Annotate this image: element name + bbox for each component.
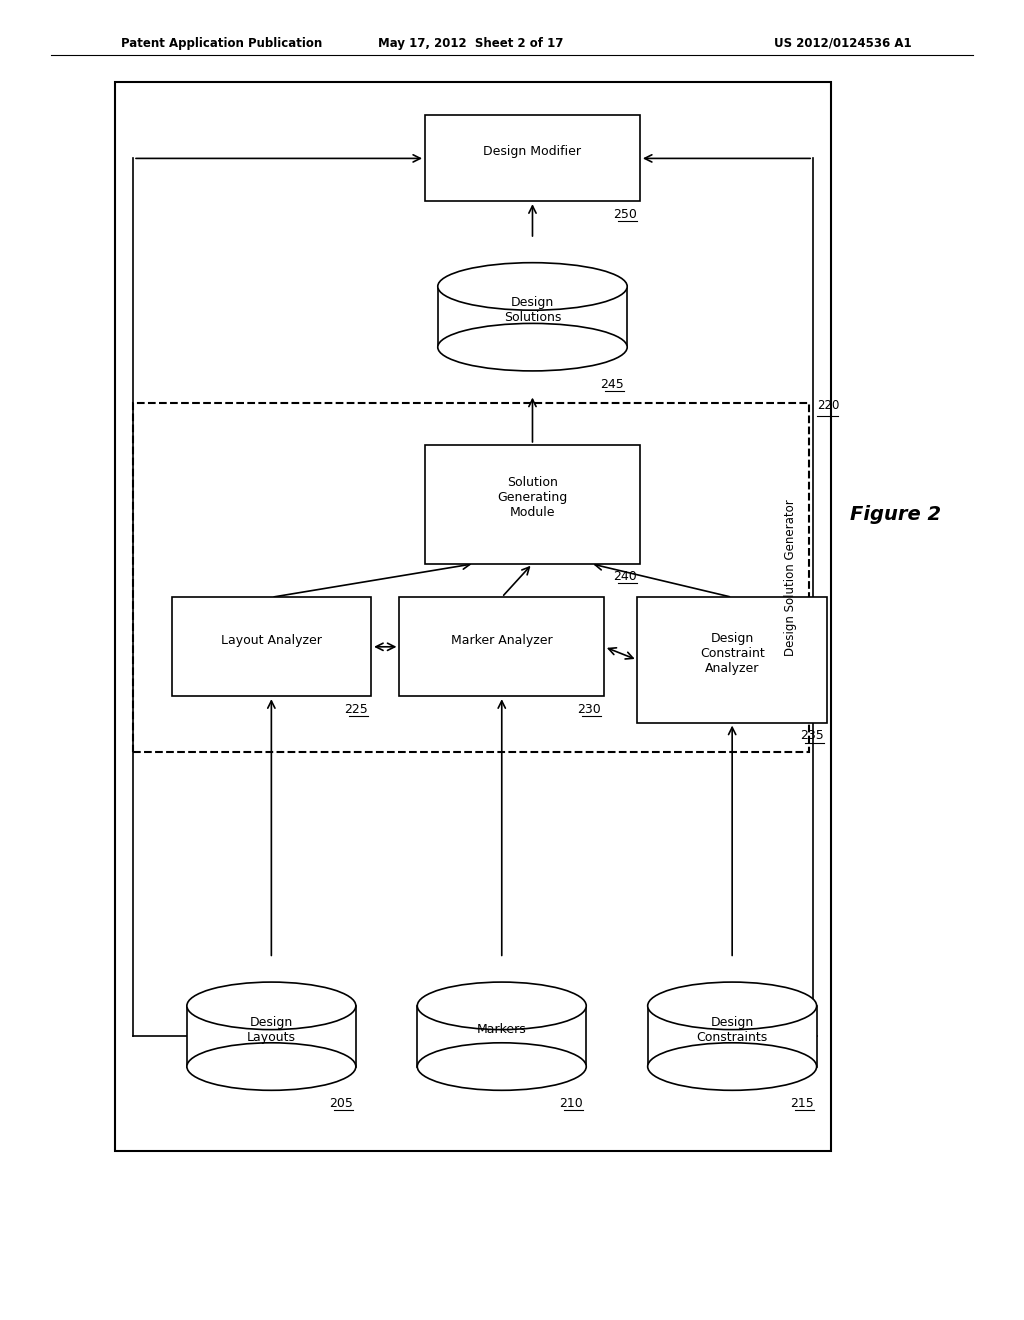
Text: 205: 205 — [329, 1097, 352, 1110]
Ellipse shape — [647, 1043, 817, 1090]
Ellipse shape — [418, 982, 586, 1030]
Polygon shape — [418, 1006, 586, 1067]
FancyBboxPatch shape — [172, 597, 372, 697]
Text: Design
Solutions: Design Solutions — [504, 296, 561, 325]
Ellipse shape — [438, 323, 627, 371]
Ellipse shape — [647, 982, 817, 1030]
Text: Design Solution Generator: Design Solution Generator — [783, 499, 797, 656]
Bar — [115, 82, 831, 1151]
Text: Design
Layouts: Design Layouts — [247, 1015, 296, 1044]
Ellipse shape — [418, 1043, 586, 1090]
Text: Design
Constraint
Analyzer: Design Constraint Analyzer — [699, 632, 765, 675]
Text: 250: 250 — [613, 207, 637, 220]
FancyBboxPatch shape — [425, 445, 640, 564]
Text: Patent Application Publication: Patent Application Publication — [121, 37, 323, 50]
Polygon shape — [438, 286, 627, 347]
Text: 225: 225 — [344, 702, 369, 715]
Text: May 17, 2012  Sheet 2 of 17: May 17, 2012 Sheet 2 of 17 — [378, 37, 564, 50]
FancyBboxPatch shape — [399, 597, 604, 697]
FancyBboxPatch shape — [637, 597, 826, 722]
Ellipse shape — [438, 263, 627, 310]
FancyBboxPatch shape — [425, 115, 640, 201]
Bar — [133, 403, 809, 752]
Text: Layout Analyzer: Layout Analyzer — [221, 634, 322, 647]
Text: 240: 240 — [613, 570, 637, 583]
Text: Markers: Markers — [477, 1023, 526, 1036]
Polygon shape — [647, 1006, 817, 1067]
Ellipse shape — [186, 1043, 356, 1090]
Text: 220: 220 — [817, 399, 840, 412]
Polygon shape — [186, 1006, 356, 1067]
Text: Design
Constraints: Design Constraints — [696, 1015, 768, 1044]
Text: 235: 235 — [800, 729, 823, 742]
Text: 230: 230 — [578, 702, 601, 715]
Text: Design Modifier: Design Modifier — [483, 145, 582, 158]
Text: Solution
Generating
Module: Solution Generating Module — [498, 477, 567, 519]
Text: 215: 215 — [790, 1097, 813, 1110]
Text: 210: 210 — [559, 1097, 584, 1110]
Text: Figure 2: Figure 2 — [851, 506, 941, 524]
Text: 245: 245 — [600, 378, 625, 391]
Ellipse shape — [186, 982, 356, 1030]
Text: Marker Analyzer: Marker Analyzer — [451, 634, 553, 647]
Text: US 2012/0124536 A1: US 2012/0124536 A1 — [774, 37, 911, 50]
